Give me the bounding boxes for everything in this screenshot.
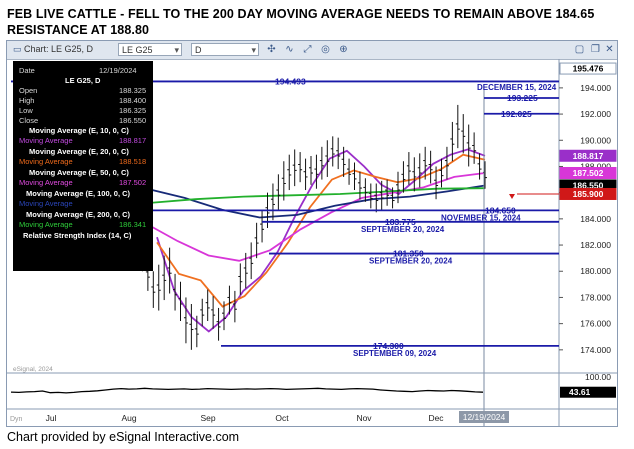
chart-title: FEB LIVE CATTLE - FELL TO THE 200 DAY MO… <box>7 7 595 21</box>
level-label: 184.650 <box>485 205 516 215</box>
price-axis-label: 178.000 <box>580 292 611 302</box>
rsi-line <box>10 387 484 394</box>
symbol-input[interactable]: LE G25 ▾ <box>118 43 182 56</box>
time-axis-label: Oct <box>275 413 289 423</box>
ma10-label: Moving Average <box>19 136 73 145</box>
ma200-value: 186.341 <box>119 220 147 229</box>
red-marker-icon <box>509 193 515 199</box>
ma20-label: Moving Average <box>19 157 73 166</box>
low-value: 186.325 <box>119 106 147 115</box>
price-badge <box>559 149 617 162</box>
price-axis-label: 188.000 <box>580 161 611 171</box>
level-date-label: NOVEMBER 15, 2024 <box>441 213 521 222</box>
level-label: 174.300 <box>373 341 404 351</box>
minimize-icon[interactable]: ▢ <box>574 44 585 55</box>
rsi-axis-label: 100.00 <box>585 372 611 382</box>
ma20-value: 188.518 <box>119 157 147 166</box>
level-label: 193.225 <box>507 93 538 103</box>
interval-input[interactable]: D ▾ <box>191 43 259 56</box>
cursor-icon[interactable]: ⤢ <box>303 44 312 55</box>
time-axis-label: Nov <box>356 413 372 423</box>
level-date-label: SEPTEMBER 20, 2024 <box>369 257 453 266</box>
price-axis-label: 182.000 <box>580 240 611 250</box>
target-icon[interactable]: ◎ <box>321 44 330 55</box>
moving-average-line <box>146 184 486 219</box>
price-axis-label: 174.000 <box>580 345 611 355</box>
price-axis-label: 184.000 <box>580 214 611 224</box>
level-label: 183.775 <box>385 217 416 227</box>
chart-window: ▭ Chart: LE G25, D LE G25 ▾ D ▾ ✣ ∿ ⤢ ◎ ⊕ … <box>6 40 618 427</box>
open-value: 188.325 <box>119 86 147 95</box>
low-label: Low <box>19 106 33 115</box>
close-label: Close <box>19 116 39 125</box>
date-badge <box>459 411 509 423</box>
interval-text: D <box>195 45 202 55</box>
price-axis-label: 190.000 <box>580 135 611 145</box>
price-axis-label: 180.000 <box>580 266 611 276</box>
data-window: Date 12/19/2024 LE G25, D Open 188.325 H… <box>13 61 153 271</box>
chevron-down-icon: ▾ <box>251 45 256 55</box>
time-axis-label: Jul <box>46 413 57 423</box>
ma10-value: 188.817 <box>119 136 147 145</box>
ma200-header: Moving Average (E, 200, 0, C) <box>26 210 131 219</box>
close-icon[interactable]: ✕ <box>605 44 614 55</box>
open-label: Open <box>19 86 38 95</box>
ma50-label: Moving Average <box>19 178 73 187</box>
moving-average-line <box>146 187 486 204</box>
level-label: 181.350 <box>393 249 424 259</box>
rsi-badge <box>560 386 616 398</box>
ma100-label: Moving Average <box>19 199 73 208</box>
date-value: 12/19/2024 <box>99 66 137 75</box>
rsi-header: Relative Strength Index (14, C) <box>23 231 132 240</box>
chart-tab-label[interactable]: ▭ Chart: LE G25, D <box>10 43 120 56</box>
level-date-label: SEPTEMBER 09, 2024 <box>353 349 437 358</box>
price-badge <box>559 187 617 200</box>
symbol-label: LE G25, D <box>65 76 101 85</box>
level-label: 194.493 <box>275 76 306 86</box>
price-badge-label: 187.502 <box>573 168 604 178</box>
chart-subtitle: RESISTANCE AT 188.80 <box>7 23 150 37</box>
time-axis-label: Aug <box>121 413 136 423</box>
price-badge <box>559 62 617 75</box>
date-badge-label: 12/19/2024 <box>463 412 506 422</box>
time-axis-label: Dec <box>428 413 444 423</box>
moving-average-line <box>146 172 486 262</box>
rsi-badge-label: 43.61 <box>569 387 591 397</box>
chevron-down-icon: ▾ <box>174 45 179 55</box>
chart-credit: Chart provided by eSignal Interactive.co… <box>7 430 240 444</box>
price-badge-label: 188.817 <box>573 151 604 161</box>
date-label: Date <box>19 66 35 75</box>
ma10-header: Moving Average (E, 10, 0, C) <box>29 126 129 135</box>
high-label: High <box>19 96 35 105</box>
price-axis-label: 176.000 <box>580 319 611 329</box>
close-value: 186.550 <box>119 116 147 125</box>
corner-label: Dyn <box>10 416 23 423</box>
text-tool-icon[interactable]: ⊕ <box>339 44 348 55</box>
ma50-value: 187.502 <box>119 178 147 187</box>
level-date-label: SEPTEMBER 20, 2024 <box>361 225 445 234</box>
chart-toolbar: ▭ Chart: LE G25, D LE G25 ▾ D ▾ ✣ ∿ ⤢ ◎ ⊕ … <box>7 41 617 60</box>
symbol-text: LE G25 <box>122 45 153 55</box>
ma200-label: Moving Average <box>19 220 73 229</box>
high-value: 188.400 <box>119 96 147 105</box>
ma100-header: Moving Average (E, 100, 0, C) <box>26 189 131 198</box>
draw-line-icon[interactable]: ∿ <box>285 44 294 55</box>
price-badge-label: 186.550 <box>573 180 604 190</box>
price-badge-label: 185.900 <box>573 189 604 199</box>
price-axis-label: 194.000 <box>580 83 611 93</box>
price-axis-label: 192.000 <box>580 109 611 119</box>
level-label: 192.025 <box>501 109 532 119</box>
chart-tab-text: Chart: LE G25, D <box>24 44 94 54</box>
crosshair-icon[interactable]: ✣ <box>267 44 276 55</box>
ma20-header: Moving Average (E, 20, 0, C) <box>29 147 129 156</box>
level-date-label: DECEMBER 15, 2024 <box>477 83 557 92</box>
price-badge <box>559 166 617 179</box>
restore-icon[interactable]: ❐ <box>591 44 600 55</box>
price-badge-label: 195.476 <box>573 64 604 74</box>
chart-icon: ▭ <box>13 44 25 54</box>
ma50-header: Moving Average (E, 50, 0, C) <box>29 168 129 177</box>
time-axis-label: Sep <box>200 413 215 423</box>
watermark-label: eSignal, 2024 <box>13 366 53 373</box>
